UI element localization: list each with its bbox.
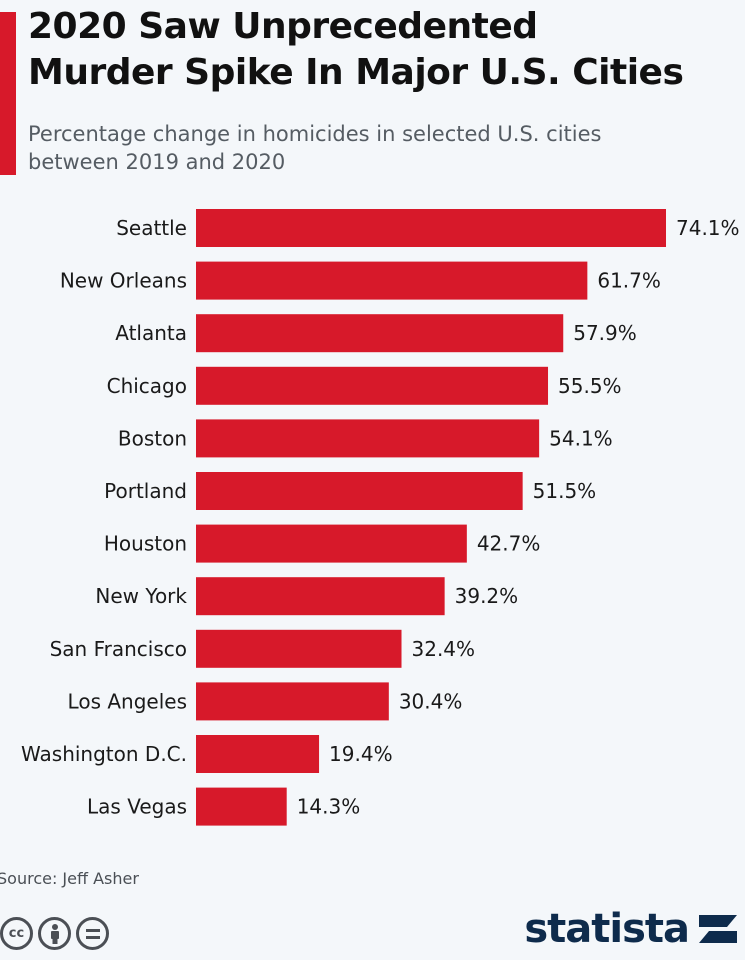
- bar: [196, 735, 320, 773]
- value-label: 51.5%: [533, 479, 597, 503]
- bar: [196, 314, 564, 353]
- bar: [196, 209, 666, 247]
- category-label: Houston: [104, 532, 187, 556]
- value-label: 61.7%: [597, 269, 661, 293]
- bar: [196, 419, 540, 458]
- bar-chart: Seattle 74.1% New Orleans 61.7% Atlanta 57.9%…: [21, 209, 740, 826]
- category-label: Los Angeles: [68, 689, 187, 713]
- attribution-icon[interactable]: [38, 917, 71, 950]
- category-label: Portland: [104, 479, 187, 503]
- value-label: 30.4%: [399, 689, 463, 713]
- bar: [196, 524, 467, 563]
- category-label: Chicago: [107, 374, 187, 398]
- category-label: San Francisco: [50, 637, 187, 661]
- value-label: 32.4%: [412, 637, 476, 661]
- statista-logo[interactable]: statista: [524, 906, 739, 952]
- value-label: 39.2%: [455, 584, 519, 608]
- bar: [196, 787, 287, 826]
- category-label: Las Vegas: [87, 795, 187, 819]
- bar: [196, 682, 389, 721]
- value-label: 42.7%: [477, 532, 541, 556]
- accent-bar: [0, 12, 16, 175]
- no-derivatives-icon[interactable]: [76, 917, 109, 950]
- value-label: 57.9%: [573, 321, 637, 345]
- value-label: 54.1%: [549, 426, 613, 450]
- chart-title: 2020 Saw Unprecedented Murder Spike In M…: [28, 6, 684, 93]
- category-label: New York: [95, 584, 187, 608]
- value-label: 14.3%: [297, 795, 361, 819]
- bar: [196, 629, 402, 668]
- category-label: Atlanta: [115, 321, 187, 345]
- category-label: Boston: [118, 426, 187, 450]
- value-label: 55.5%: [558, 374, 622, 398]
- cc-icon[interactable]: cc: [0, 917, 33, 950]
- bar: [196, 366, 549, 405]
- category-label: New Orleans: [60, 269, 187, 293]
- category-label: Washington D.C.: [21, 742, 187, 766]
- bar: [196, 261, 588, 300]
- logo-text: statista: [524, 906, 690, 952]
- statista-logo-icon: [699, 915, 737, 943]
- chart-subtitle: Percentage change in homicides in select…: [28, 122, 602, 174]
- bar: [196, 577, 445, 616]
- license-icons: cc: [0, 917, 109, 950]
- bar: [196, 472, 523, 510]
- category-label: Seattle: [116, 216, 187, 240]
- value-label: 19.4%: [329, 742, 393, 766]
- value-label: 74.1%: [676, 216, 740, 240]
- source-note: Source: Jeff Asher: [0, 869, 139, 888]
